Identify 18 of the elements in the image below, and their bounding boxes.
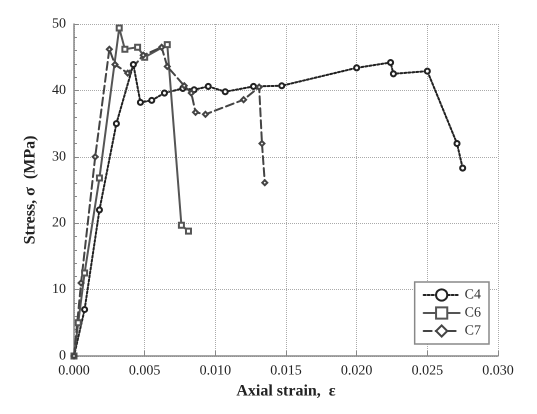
legend-label: C6	[464, 306, 482, 320]
y-axis-title: Stress, σ (MPa)	[22, 136, 38, 244]
x-tick-label: 0.000	[58, 364, 90, 378]
y-tick-label: 40	[52, 82, 66, 98]
x-tick-label: 0.030	[482, 364, 514, 378]
y-tick-label: 0	[59, 348, 66, 364]
x-tick-label: 0.020	[340, 364, 372, 378]
y-tick-label: 20	[52, 216, 66, 231]
x-tick-label: 0.025	[412, 364, 444, 378]
legend-label: C7	[464, 324, 482, 338]
x-tick-label: 0.015	[270, 364, 302, 378]
y-tick-label: 10	[52, 282, 66, 298]
x-axis-title: Axial strain, ε	[236, 382, 336, 400]
x-tick-label: 0.010	[200, 364, 232, 378]
legend-label: C4	[464, 288, 482, 302]
y-tick-label: 50	[52, 16, 66, 32]
x-tick-label: 0.005	[128, 364, 160, 378]
y-tick-label: 30	[52, 149, 66, 164]
